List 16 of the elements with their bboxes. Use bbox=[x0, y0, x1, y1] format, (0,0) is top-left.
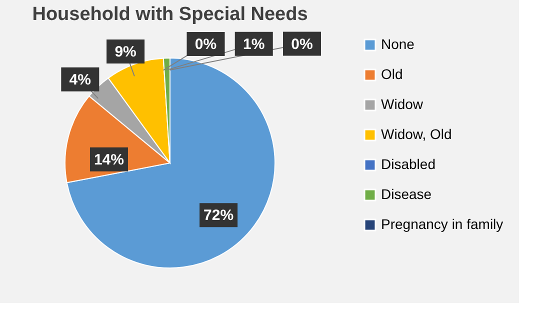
legend-label: Widow bbox=[381, 96, 424, 112]
data-label: 14% bbox=[94, 151, 124, 168]
chart-title: Household with Special Needs bbox=[32, 4, 308, 25]
data-label: 9% bbox=[114, 44, 136, 61]
legend-label: Pregnancy in family bbox=[381, 216, 504, 232]
legend-label: Widow, Old bbox=[381, 126, 452, 142]
pie-slice bbox=[66, 58, 276, 268]
data-label: 4% bbox=[69, 71, 91, 88]
legend-label: Disease bbox=[381, 186, 432, 202]
text: 0% bbox=[291, 36, 313, 53]
data-label: 1% bbox=[243, 36, 265, 53]
data-label: 72% bbox=[204, 207, 234, 224]
legend-label: Disabled bbox=[381, 156, 436, 172]
legend-label: Old bbox=[381, 66, 403, 82]
text: 0% bbox=[194, 36, 217, 54]
legend-label: None bbox=[381, 36, 415, 52]
